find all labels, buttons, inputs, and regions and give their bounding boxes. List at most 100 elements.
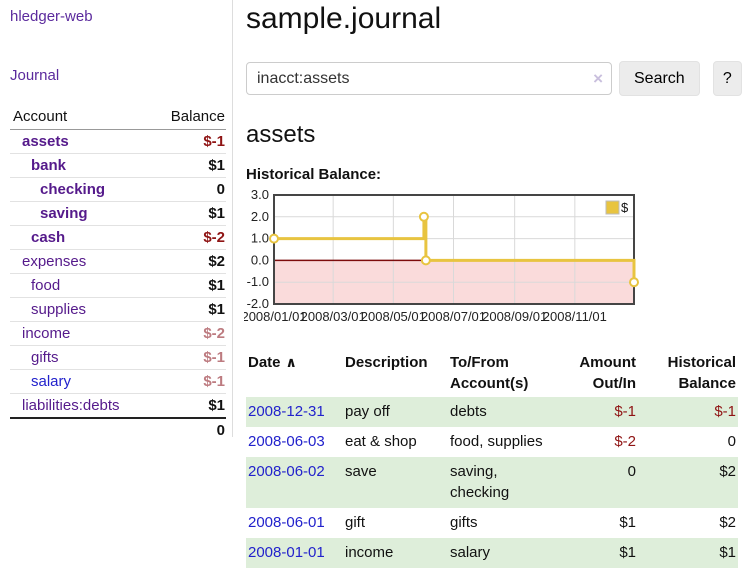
search-input[interactable]: [246, 62, 612, 95]
accounts-total-balance: 0: [151, 417, 226, 442]
account-balance: $-2: [151, 225, 226, 250]
account-row: liabilities:debts $1: [10, 393, 226, 419]
transaction-description: save: [343, 456, 448, 508]
sidebar-item-journal[interactable]: Journal: [10, 67, 60, 84]
legend-label: $: [621, 200, 629, 215]
transaction-accounts: gifts: [450, 514, 478, 531]
transaction-description: eat & shop: [345, 432, 417, 450]
transaction-description: gift: [345, 514, 366, 531]
transaction-description: income: [343, 537, 448, 568]
transaction-date-link[interactable]: 2008-12-31: [248, 403, 325, 420]
x-tick-label: 2008/05/01: [361, 309, 426, 324]
account-row: bank $1: [10, 153, 226, 178]
y-tick-label: -2.0: [247, 296, 269, 311]
account-balance: $1: [151, 297, 226, 322]
account-link-cash[interactable]: cash: [31, 229, 66, 246]
account-row: assets $-1: [10, 129, 226, 154]
account-link-saving[interactable]: saving: [40, 205, 88, 222]
sort-ascending-icon: ∧: [285, 354, 297, 370]
account-link-assets[interactable]: assets: [22, 133, 69, 150]
account-link-income[interactable]: income: [22, 325, 71, 342]
transaction-date-link[interactable]: 2008-06-03: [248, 432, 325, 450]
account-link-supplies[interactable]: supplies: [31, 301, 87, 318]
account-balance: $-1: [151, 369, 226, 394]
chart-svg: $3.0 2.0 1.0 0.0 -1.0 -2.02008/01/012008/03/0…: [241, 187, 639, 324]
register-row[interactable]: 2008-12-31 pay off debts $-1 $-1: [246, 397, 738, 427]
x-tick-label: 2008/07/01: [421, 309, 486, 324]
transaction-date-link[interactable]: 2008-06-02: [248, 462, 325, 480]
account-balance: $-1: [151, 345, 226, 370]
register-header-date[interactable]: Date ∧: [248, 354, 297, 371]
page-title: sample.journal: [246, 2, 442, 35]
account-link-liabilities-debts[interactable]: liabilities:debts: [22, 397, 120, 414]
transaction-amount: $1: [619, 514, 636, 531]
search-button[interactable]: Search: [619, 61, 700, 96]
account-link-food[interactable]: food: [31, 277, 61, 294]
accounts-header-account: Account: [10, 104, 152, 130]
account-balance: $1: [151, 273, 226, 298]
transaction-accounts: debts: [448, 397, 550, 427]
transaction-amount: $-1: [550, 397, 638, 427]
data-point-marker: [269, 233, 279, 244]
x-tick-label: 2008/03/01: [301, 309, 366, 324]
plot-border: [273, 194, 635, 305]
running-balance: $2: [638, 456, 738, 508]
accounts-table: Account Balance assets $-1 bank $1 checking 0…: [10, 104, 226, 442]
y-tick-label: -1.0: [247, 274, 269, 289]
account-balance: $-1: [151, 129, 226, 154]
register-header-balance: Historical Balance: [667, 354, 736, 392]
register-row[interactable]: 2008-06-02 save saving, checking 0 $2: [246, 456, 738, 508]
account-balance: $1: [151, 153, 226, 178]
account-link-gifts[interactable]: gifts: [31, 349, 59, 366]
register-header-tofrom: To/From Account(s): [450, 354, 529, 392]
register-table: Date ∧ Description To/From Account(s) Amo…: [246, 349, 738, 568]
transaction-date-link[interactable]: 2008-06-01: [248, 514, 325, 531]
transaction-accounts: saving, checking: [448, 456, 550, 508]
data-point-marker: [629, 277, 639, 288]
running-balance: $1: [638, 537, 738, 568]
account-link-checking[interactable]: checking: [40, 181, 106, 198]
account-row: checking 0: [10, 177, 226, 202]
register-row[interactable]: 2008-06-03 eat & shop food, supplies $-2 0: [246, 427, 738, 457]
sidebar: hledger-web Journal Account Balance asse…: [0, 0, 233, 442]
data-point-marker: [418, 211, 429, 222]
legend-swatch: [605, 200, 620, 215]
app-brand-link[interactable]: hledger-web: [10, 8, 93, 25]
transaction-date-link[interactable]: 2008-01-01: [248, 543, 325, 561]
account-link-bank[interactable]: bank: [31, 157, 67, 174]
account-row: salary $-1: [10, 369, 226, 394]
transaction-amount: $1: [550, 537, 638, 568]
help-button[interactable]: ?: [712, 61, 742, 96]
y-tick-label: 0.0: [251, 252, 269, 267]
account-balance: $1: [151, 201, 226, 226]
account-link-salary[interactable]: salary: [31, 373, 72, 390]
account-row: income $-2: [10, 321, 226, 346]
register-row[interactable]: 2008-06-01 gift gifts $1 $2: [246, 508, 738, 538]
register-header-amount: Amount Out/In: [579, 354, 636, 392]
search-bar: × Search ?: [246, 61, 742, 96]
account-balance: $2: [151, 249, 226, 274]
accounts-total-row: 0: [10, 417, 226, 442]
register-row[interactable]: 2008-01-01 income salary $1 $1: [246, 537, 738, 568]
x-tick-label: 2008/11/01: [543, 309, 607, 324]
transaction-accounts: food, supplies: [450, 432, 543, 450]
clear-search-icon[interactable]: ×: [593, 69, 603, 88]
transaction-amount: 0: [550, 456, 638, 508]
historical-balance-chart: $3.0 2.0 1.0 0.0 -1.0 -2.0 2008/01/01 2008/03/0…: [241, 187, 742, 333]
transaction-accounts: salary: [448, 537, 550, 568]
account-row: supplies $1: [10, 297, 226, 322]
register-header-row: Date ∧ Description To/From Account(s) Amo…: [246, 349, 738, 397]
main-content: sample.journal × Search ? assets Histori…: [241, 0, 742, 568]
accounts-header-balance: Balance: [151, 104, 226, 130]
account-link-expenses[interactable]: expenses: [22, 253, 87, 270]
x-tick-label: 2008/01/01: [244, 309, 307, 324]
transaction-description: pay off: [343, 397, 448, 427]
y-tick-label: 3.0: [251, 188, 269, 202]
register-header-description: Description: [345, 354, 428, 371]
transaction-amount: $-2: [614, 432, 636, 450]
account-balance: 0: [151, 177, 226, 202]
account-row: expenses $2: [10, 249, 226, 274]
account-row: saving $1: [10, 201, 226, 226]
account-balance: $1: [151, 393, 226, 419]
running-balance: $2: [719, 514, 736, 531]
